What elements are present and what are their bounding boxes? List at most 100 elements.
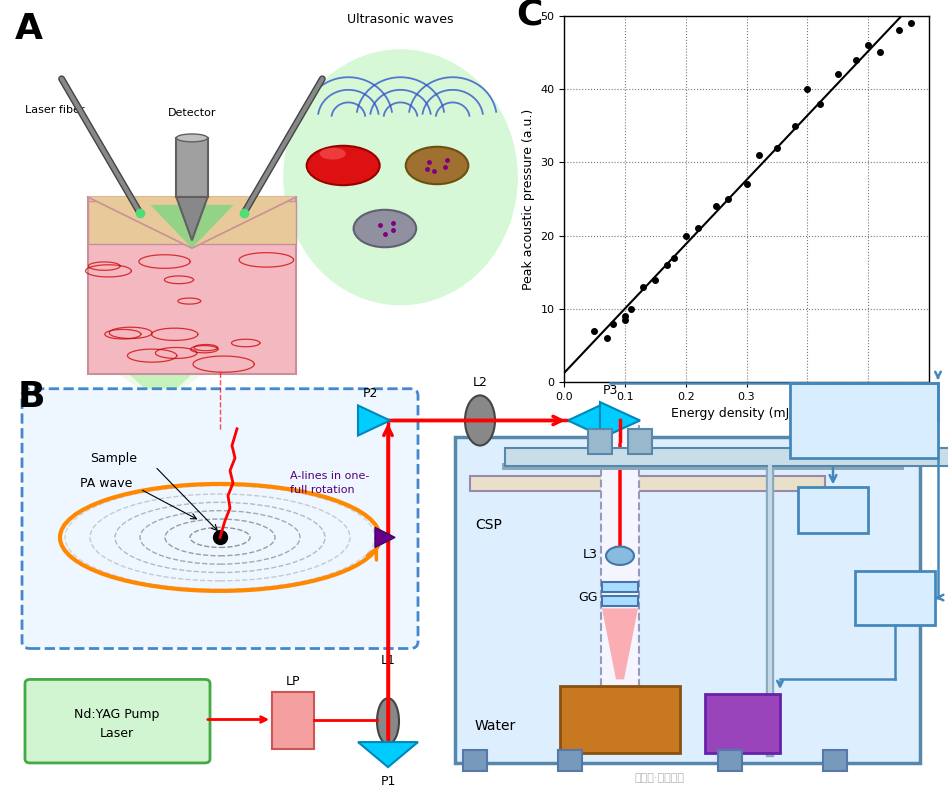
FancyBboxPatch shape	[558, 750, 582, 771]
FancyBboxPatch shape	[628, 429, 652, 454]
FancyBboxPatch shape	[601, 421, 639, 704]
Ellipse shape	[319, 148, 346, 159]
Text: Sample: Sample	[90, 452, 137, 465]
Text: LP: LP	[285, 675, 301, 688]
Polygon shape	[87, 197, 296, 248]
Polygon shape	[119, 374, 202, 394]
Text: CSP: CSP	[475, 518, 501, 532]
Ellipse shape	[176, 134, 208, 142]
Y-axis label: Peak acoustic pressure (a.u.): Peak acoustic pressure (a.u.)	[521, 108, 535, 290]
Ellipse shape	[283, 50, 518, 305]
Point	[770, 141, 785, 154]
Point	[861, 39, 876, 51]
Point	[678, 229, 693, 242]
FancyBboxPatch shape	[87, 201, 296, 244]
FancyBboxPatch shape	[455, 437, 920, 763]
FancyBboxPatch shape	[25, 679, 210, 763]
FancyBboxPatch shape	[705, 694, 780, 753]
Point	[751, 149, 766, 162]
Text: M: M	[827, 504, 839, 518]
Polygon shape	[600, 402, 640, 439]
Text: Ultrasonic waves: Ultrasonic waves	[347, 13, 454, 26]
FancyBboxPatch shape	[602, 596, 638, 606]
Ellipse shape	[307, 146, 379, 185]
Point	[617, 310, 632, 322]
Text: L2: L2	[472, 376, 487, 388]
Ellipse shape	[354, 210, 416, 247]
X-axis label: Energy density (mJ/cm²): Energy density (mJ/cm²)	[671, 407, 822, 421]
Ellipse shape	[377, 698, 399, 744]
Text: DAQ: DAQ	[849, 426, 879, 440]
Text: PC  with: PC with	[837, 406, 891, 418]
Point	[665, 251, 681, 264]
Text: full rotation: full rotation	[290, 485, 355, 495]
FancyBboxPatch shape	[505, 448, 948, 466]
FancyBboxPatch shape	[176, 138, 208, 197]
Text: P1: P1	[380, 775, 395, 788]
FancyBboxPatch shape	[560, 686, 680, 753]
Ellipse shape	[406, 147, 468, 184]
Polygon shape	[568, 406, 600, 436]
Text: Laser: Laser	[100, 727, 134, 740]
Point	[811, 98, 827, 110]
Text: GG: GG	[578, 591, 598, 604]
FancyBboxPatch shape	[463, 750, 487, 771]
Polygon shape	[129, 374, 191, 394]
Point	[617, 314, 632, 326]
Point	[635, 281, 650, 293]
FancyBboxPatch shape	[798, 487, 868, 533]
Point	[720, 193, 736, 206]
FancyBboxPatch shape	[470, 477, 825, 492]
Text: Nd:YAG Pump: Nd:YAG Pump	[74, 708, 159, 721]
Text: Laser fiber: Laser fiber	[25, 106, 84, 115]
Polygon shape	[358, 406, 390, 436]
Text: P2: P2	[362, 387, 377, 400]
Polygon shape	[176, 197, 208, 240]
Point	[708, 200, 723, 213]
FancyBboxPatch shape	[790, 383, 938, 458]
Point	[690, 222, 705, 235]
Polygon shape	[602, 608, 638, 679]
Text: Water: Water	[475, 719, 517, 733]
FancyBboxPatch shape	[588, 429, 612, 454]
Point	[599, 332, 614, 344]
FancyBboxPatch shape	[718, 750, 742, 771]
Text: 公众号·医工超人: 公众号·医工超人	[635, 773, 685, 783]
Text: PA wave: PA wave	[80, 478, 133, 490]
Text: R/A/F: R/A/F	[879, 591, 911, 604]
Text: L1: L1	[380, 654, 395, 667]
Text: MPS: MPS	[730, 450, 757, 463]
Text: C: C	[517, 0, 543, 32]
Point	[587, 325, 602, 337]
FancyBboxPatch shape	[272, 692, 314, 749]
Point	[788, 119, 803, 132]
Point	[624, 303, 639, 315]
Point	[830, 68, 846, 80]
Text: B: B	[18, 381, 46, 414]
Point	[903, 17, 919, 29]
Text: A-lines in one-: A-lines in one-	[290, 471, 370, 481]
Text: P3: P3	[602, 384, 618, 397]
Point	[660, 258, 675, 271]
Polygon shape	[150, 205, 233, 248]
Point	[605, 318, 620, 330]
FancyBboxPatch shape	[22, 388, 418, 649]
Text: UST: UST	[728, 717, 756, 730]
FancyBboxPatch shape	[823, 750, 847, 771]
Point	[891, 24, 906, 37]
Text: L3: L3	[583, 548, 598, 560]
Point	[848, 54, 864, 66]
Polygon shape	[375, 527, 395, 548]
Point	[873, 46, 888, 59]
FancyBboxPatch shape	[855, 571, 935, 625]
FancyBboxPatch shape	[87, 197, 296, 374]
Text: A: A	[15, 12, 43, 46]
Point	[738, 178, 754, 191]
FancyBboxPatch shape	[602, 582, 638, 592]
Text: S: S	[614, 712, 626, 727]
Ellipse shape	[465, 396, 495, 445]
Text: Detector: Detector	[168, 108, 216, 118]
Polygon shape	[358, 742, 418, 768]
Ellipse shape	[606, 547, 634, 565]
Point	[647, 273, 663, 286]
